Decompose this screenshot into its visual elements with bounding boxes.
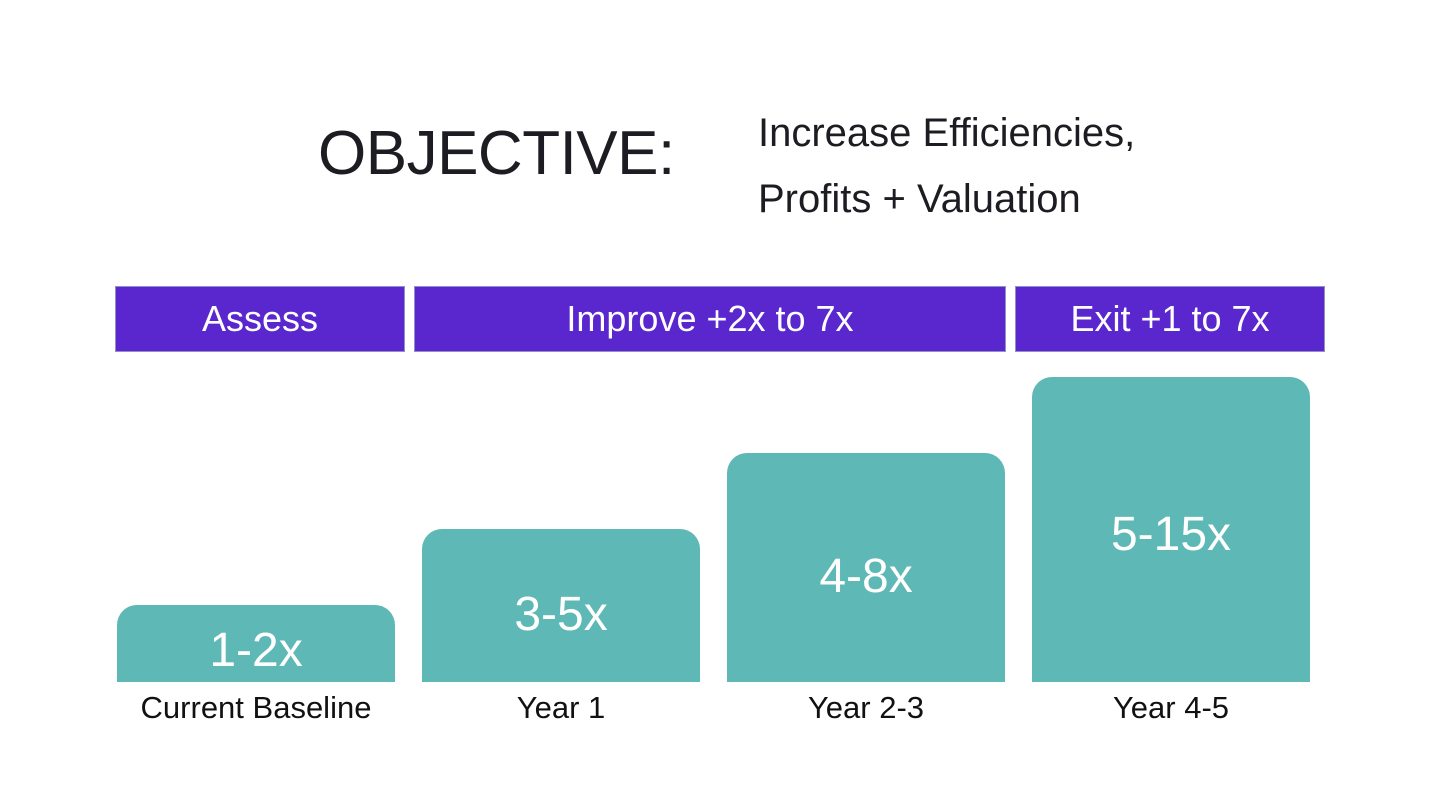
step-year-2-3: 4-8x	[727, 453, 1005, 682]
step-label-year-2-3: Year 2-3	[807, 690, 925, 725]
objective-description: Increase Efficiencies, Profits + Valuati…	[758, 100, 1135, 232]
step-label-year-4-5: Year 4-5	[1112, 690, 1230, 725]
step-value-year-4-5: 5-15x	[1110, 508, 1232, 561]
phase-assess: Assess	[115, 286, 405, 352]
objective-line-1: Increase Efficiencies,	[758, 111, 1136, 155]
step-value-year-1: 3-5x	[514, 588, 608, 641]
objective-title: OBJECTIVE:	[318, 119, 675, 188]
phase-improve: Improve +2x to 7x	[414, 286, 1006, 352]
step-label-current-baseline: Current Baseline	[140, 690, 372, 725]
phase-exit: Exit +1 to 7x	[1015, 286, 1325, 352]
step-year-4-5: 5-15x	[1032, 377, 1310, 682]
objective-line-2: Profits + Valuation	[758, 177, 1081, 221]
step-value-current-baseline: 1-2x	[209, 624, 303, 677]
step-year-1: 3-5x	[422, 529, 700, 682]
step-current-baseline: 1-2x	[117, 605, 395, 682]
step-label-year-1: Year 1	[516, 690, 606, 725]
step-value-year-2-3: 4-8x	[819, 550, 913, 603]
